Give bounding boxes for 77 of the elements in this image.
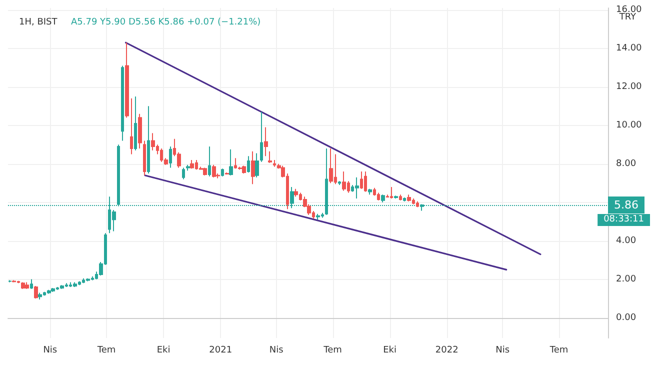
candlestick	[21, 282, 25, 290]
candlestick	[260, 111, 263, 162]
candlestick	[399, 194, 402, 201]
candlestick	[403, 197, 406, 202]
candlestick	[25, 282, 29, 290]
candlestick	[151, 132, 155, 151]
candlestick	[203, 167, 207, 176]
candlestick	[229, 148, 233, 176]
candlestick	[225, 172, 229, 175]
candlestick	[338, 180, 341, 186]
candlestick	[355, 176, 359, 199]
candlestick	[34, 286, 38, 300]
candlestick	[86, 278, 90, 282]
candlestick	[368, 188, 372, 196]
candlestick	[143, 140, 146, 176]
candlestick	[273, 160, 276, 168]
y-tick-label: 0.00	[616, 312, 636, 323]
candlestick	[47, 289, 51, 294]
candlestick	[381, 194, 385, 203]
candlestick	[73, 282, 77, 288]
candlestick	[60, 284, 64, 290]
annotation: 08:33:11	[604, 214, 644, 224]
candlestick	[30, 278, 33, 290]
candlestick	[373, 187, 376, 196]
candlestick	[208, 146, 211, 177]
candlestick	[264, 126, 268, 157]
candlestick	[221, 168, 224, 177]
text: A5.79 Y5.90 D5.56 K5.86 +0.07 (−1.21%)	[71, 18, 261, 28]
x-tick-label: Nis	[43, 346, 58, 356]
candlestick	[182, 167, 185, 180]
candlestick	[390, 186, 393, 199]
candlestick	[251, 150, 255, 185]
ref-line-label: 5.86	[614, 198, 638, 212]
candlestick	[212, 164, 216, 178]
x-tick-label: 2021	[209, 346, 232, 356]
candlestick	[377, 192, 380, 201]
x-tick-label: Eki	[383, 346, 397, 356]
x-tick-label: 2022	[435, 346, 458, 356]
x-tick-label: Eki	[156, 346, 170, 356]
y-tick-label: 14.00	[616, 43, 642, 54]
candlestick	[12, 280, 16, 283]
candlestick	[316, 213, 320, 220]
y-tick-label: 4.00	[616, 236, 636, 246]
y-tick-label: 2.00	[616, 274, 636, 284]
candlestick	[255, 152, 259, 178]
candlestick	[329, 148, 333, 184]
candlestick	[125, 42, 129, 118]
y-tick-label: 10.00	[616, 120, 642, 130]
y-tick-label: 12.00	[616, 82, 642, 92]
candlestick	[407, 194, 411, 202]
text: TRY	[618, 12, 636, 22]
candlestick	[130, 98, 133, 155]
candlestick	[190, 160, 194, 170]
candlestick	[364, 171, 367, 192]
candlestick	[169, 146, 172, 168]
x-tick-label: Nis	[496, 346, 510, 356]
candlestick	[134, 96, 137, 151]
x-tick-label: Nis	[269, 346, 284, 356]
candlestick	[360, 171, 363, 190]
x-tick-label: Tem	[548, 346, 568, 356]
x-tick-label: Tem	[96, 346, 116, 356]
candlestick	[51, 287, 55, 292]
y-tick-label: 8.00	[616, 158, 636, 169]
text: 1H, BIST	[19, 18, 58, 28]
candlestick	[147, 106, 150, 174]
candlestick	[247, 156, 250, 174]
candlestick	[242, 165, 246, 174]
candlestick	[121, 65, 124, 142]
candlestick	[342, 171, 346, 192]
candlestick	[268, 150, 272, 164]
candlestick	[416, 200, 419, 208]
candlestick	[38, 292, 42, 300]
candlestick	[138, 113, 142, 149]
x-tick-label: Tem	[322, 346, 342, 356]
candlestick	[394, 195, 398, 199]
candlestick	[186, 164, 190, 172]
candlestick	[294, 188, 298, 198]
